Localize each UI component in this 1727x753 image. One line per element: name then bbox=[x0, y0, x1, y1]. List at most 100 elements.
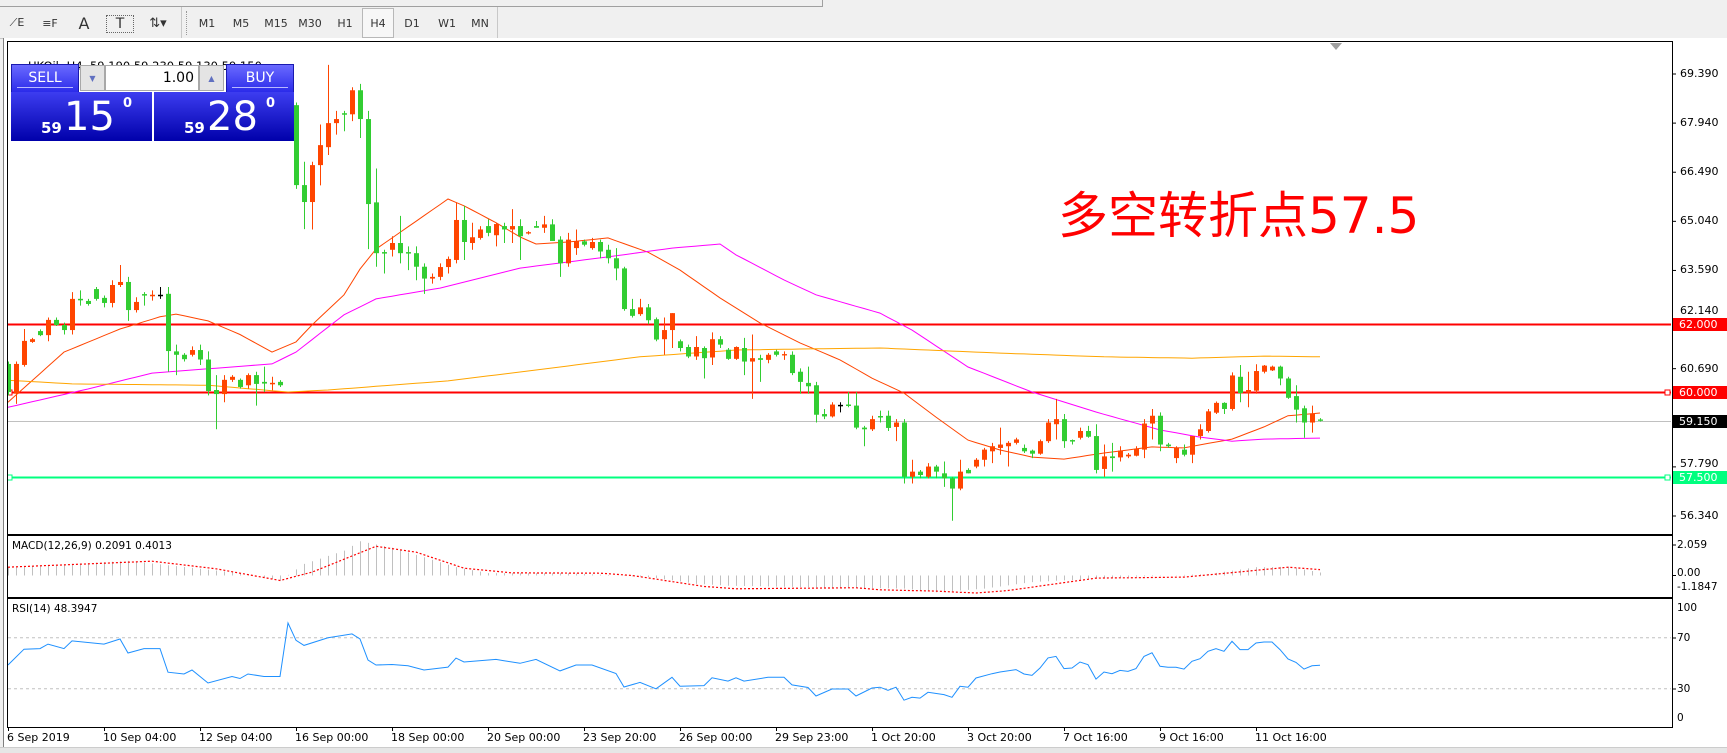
candle bbox=[1294, 385, 1299, 423]
candle-body bbox=[1246, 390, 1251, 393]
candle bbox=[566, 232, 571, 267]
candle-body bbox=[1214, 402, 1219, 413]
candle bbox=[990, 442, 995, 464]
candle bbox=[702, 346, 707, 379]
candle-body bbox=[1078, 430, 1083, 438]
chart-shift-marker-icon[interactable] bbox=[1330, 43, 1342, 50]
candle bbox=[526, 231, 531, 235]
rsi-panel[interactable] bbox=[7, 598, 1673, 728]
candle bbox=[614, 248, 619, 281]
candle-body bbox=[1022, 447, 1027, 452]
candle-body bbox=[1150, 415, 1155, 424]
candle bbox=[814, 381, 819, 423]
fibonacci-icon[interactable]: ≡F bbox=[42, 16, 58, 30]
timeframe-w1[interactable]: W1 bbox=[438, 16, 456, 30]
candle-body bbox=[694, 346, 699, 357]
elliott-wave-icon[interactable]: ⟋E bbox=[9, 16, 25, 29]
sell-price-button[interactable]: 59 15 0 bbox=[11, 92, 152, 141]
candle-body bbox=[806, 382, 811, 387]
timeframe-h4[interactable]: H4 bbox=[362, 8, 394, 38]
candle bbox=[222, 375, 227, 403]
candle bbox=[1206, 408, 1211, 433]
lot-size-input[interactable] bbox=[105, 65, 199, 91]
candle-body bbox=[894, 422, 899, 427]
candle-body bbox=[166, 293, 171, 352]
timeframe-m5[interactable]: M5 bbox=[232, 16, 250, 30]
candle bbox=[398, 215, 403, 264]
candle-body bbox=[1014, 439, 1019, 443]
toolbar-divider bbox=[497, 7, 498, 38]
candle-body bbox=[70, 298, 75, 331]
candle-body bbox=[1262, 365, 1267, 372]
price-axis-label: 56.340 bbox=[1680, 509, 1719, 522]
axis-ticks bbox=[8, 73, 1676, 731]
text-icon[interactable]: A bbox=[78, 13, 90, 33]
macd-signal-line bbox=[8, 545, 1321, 594]
timeframe-m15[interactable]: M15 bbox=[264, 16, 288, 30]
lot-decrease-button[interactable]: ▼ bbox=[80, 65, 105, 91]
candle-body bbox=[478, 229, 483, 238]
candle-body bbox=[502, 226, 507, 230]
candle-body bbox=[374, 202, 379, 254]
candle bbox=[510, 209, 515, 244]
candle bbox=[1006, 441, 1011, 467]
candle-body bbox=[774, 351, 779, 355]
timeframe-m1[interactable]: M1 bbox=[198, 16, 216, 30]
arrows-icon[interactable]: ⇅▾ bbox=[149, 15, 167, 31]
candle-body bbox=[590, 241, 595, 249]
toolbar-grip[interactable] bbox=[186, 11, 187, 35]
candle bbox=[430, 273, 435, 284]
price-tag-level: 57.500 bbox=[1673, 470, 1727, 484]
candle-body bbox=[718, 339, 723, 345]
candle bbox=[1062, 414, 1067, 448]
candle bbox=[1118, 446, 1123, 462]
sell-button[interactable]: SELL bbox=[11, 64, 79, 93]
candle-body bbox=[438, 267, 443, 277]
candle bbox=[310, 161, 315, 230]
candle bbox=[262, 366, 267, 393]
candle-body bbox=[422, 266, 427, 279]
candle-body bbox=[1254, 371, 1259, 391]
candle bbox=[1134, 446, 1139, 457]
price-axis-label: 67.940 bbox=[1680, 116, 1719, 130]
text-label-icon[interactable]: T bbox=[106, 15, 134, 33]
candle-body bbox=[1118, 450, 1123, 458]
timeframe-m30[interactable]: M30 bbox=[298, 16, 322, 30]
candle bbox=[1174, 446, 1179, 464]
main-chart-panel[interactable] bbox=[7, 41, 1673, 535]
candle bbox=[246, 373, 251, 389]
candle-body bbox=[990, 446, 995, 452]
candle-body bbox=[910, 471, 915, 477]
candle-body bbox=[886, 415, 891, 428]
candle-body bbox=[1142, 423, 1147, 450]
rsi-axis-30: 30 bbox=[1677, 683, 1691, 695]
candle bbox=[662, 317, 667, 355]
candle bbox=[1030, 449, 1035, 459]
candle-body bbox=[790, 354, 795, 374]
candle-body bbox=[1062, 419, 1067, 442]
candle-body bbox=[62, 324, 67, 331]
candle-body bbox=[54, 319, 59, 325]
candle-body bbox=[510, 226, 515, 230]
candle bbox=[726, 348, 731, 360]
candle-body bbox=[814, 385, 819, 415]
candle-body bbox=[1134, 448, 1139, 456]
sell-fraction: 0 bbox=[123, 96, 133, 111]
moving-average-line-ma-mid bbox=[8, 243, 1321, 442]
lot-increase-button[interactable]: ▲ bbox=[199, 65, 224, 91]
candle bbox=[926, 463, 931, 479]
candle bbox=[342, 110, 347, 132]
buy-button[interactable]: BUY bbox=[226, 64, 294, 93]
candle-body bbox=[1318, 419, 1323, 421]
time-axis-label: 23 Sep 20:00 bbox=[583, 731, 657, 744]
timeframe-d1[interactable]: D1 bbox=[404, 16, 420, 30]
candle-body bbox=[1094, 436, 1099, 470]
buy-price-button[interactable]: 59 28 0 bbox=[154, 92, 294, 141]
chart-annotation-text[interactable]: 多空转折点57.5 bbox=[1058, 187, 1420, 245]
candle-body bbox=[1046, 422, 1051, 442]
timeframe-h1[interactable]: H1 bbox=[337, 16, 353, 30]
secondary-toolbar-strip bbox=[0, 0, 823, 7]
macd-axis-zero: 0.00 bbox=[1677, 567, 1701, 579]
timeframe-mn[interactable]: MN bbox=[471, 16, 489, 30]
